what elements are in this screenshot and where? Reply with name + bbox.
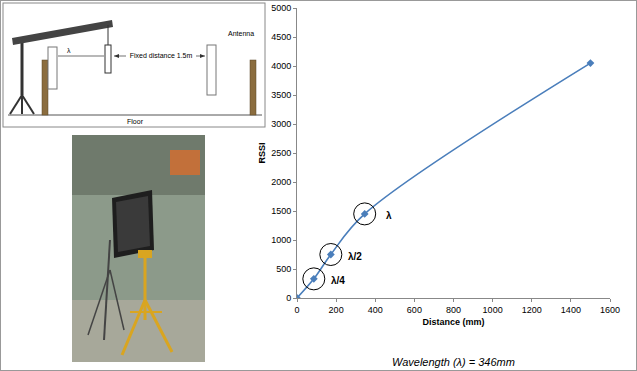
svg-text:0: 0 (286, 293, 291, 303)
svg-text:500: 500 (276, 264, 291, 274)
svg-text:800: 800 (446, 305, 461, 315)
svg-text:Floor: Floor (127, 118, 144, 125)
svg-text:λ/2: λ/2 (348, 251, 362, 262)
svg-text:λ/4: λ/4 (331, 275, 345, 286)
svg-text:5000: 5000 (271, 3, 291, 13)
svg-text:0: 0 (294, 305, 299, 315)
svg-text:Wavelength (λ) = 346mm: Wavelength (λ) = 346mm (392, 356, 515, 368)
svg-text:λ: λ (67, 47, 71, 54)
svg-text:1000: 1000 (483, 305, 503, 315)
svg-text:2500: 2500 (271, 148, 291, 158)
svg-text:2000: 2000 (271, 177, 291, 187)
svg-text:400: 400 (368, 305, 383, 315)
svg-text:1400: 1400 (561, 305, 581, 315)
svg-text:Fixed distance 1.5m: Fixed distance 1.5m (130, 52, 193, 59)
svg-text:λ: λ (386, 210, 392, 221)
svg-text:600: 600 (407, 305, 422, 315)
svg-text:Antenna: Antenna (228, 30, 254, 37)
svg-text:4000: 4000 (271, 61, 291, 71)
svg-text:RSSI: RSSI (257, 142, 267, 163)
svg-text:1200: 1200 (522, 305, 542, 315)
svg-text:1000: 1000 (271, 235, 291, 245)
svg-text:4500: 4500 (271, 32, 291, 42)
svg-text:1500: 1500 (271, 206, 291, 216)
svg-text:3500: 3500 (271, 90, 291, 100)
svg-text:3000: 3000 (271, 119, 291, 129)
svg-text:Distance (mm): Distance (mm) (422, 317, 484, 327)
svg-text:1600: 1600 (600, 305, 620, 315)
svg-text:200: 200 (329, 305, 344, 315)
